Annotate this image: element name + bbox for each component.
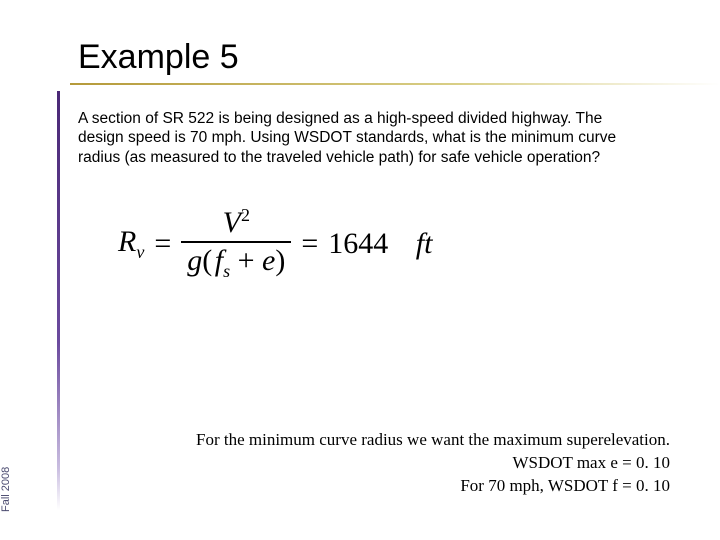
- paren-close: ): [275, 244, 285, 277]
- var-e: e: [262, 244, 275, 277]
- numerator: V2: [217, 205, 256, 241]
- course-term: Fall 2008: [0, 467, 12, 512]
- sup-2: 2: [241, 205, 250, 225]
- slide-title: Example 5: [78, 38, 670, 77]
- conclusion-block: For the minimum curve radius we want the…: [120, 429, 670, 498]
- formula: Rv = V2 g( fs + e) = 1644 ft: [118, 205, 670, 282]
- fraction: V2 g( fs + e): [181, 205, 291, 282]
- course-label: CEE 320 Fall 2008: [0, 467, 12, 512]
- sub-s: s: [223, 261, 230, 281]
- problem-statement: A section of SR 522 is being designed as…: [78, 109, 670, 167]
- paren-open: (: [202, 244, 212, 277]
- sub-v: v: [136, 242, 144, 262]
- result-value: 1644: [328, 227, 388, 261]
- result-unit: ft: [416, 227, 433, 261]
- formula-lhs: Rv: [118, 225, 144, 263]
- equals-2: =: [301, 227, 318, 261]
- var-g: g: [187, 244, 202, 277]
- slide: Example 5 A section of SR 522 is being d…: [0, 0, 720, 540]
- var-R: R: [118, 225, 136, 258]
- conclusion-line-1: For the minimum curve radius we want the…: [120, 429, 670, 452]
- left-accent-bar: [57, 91, 60, 510]
- equals-1: =: [154, 227, 171, 261]
- title-underline: [70, 83, 720, 85]
- conclusion-line-2: WSDOT max e = 0. 10: [120, 452, 670, 475]
- conclusion-line-3: For 70 mph, WSDOT f = 0. 10: [120, 475, 670, 498]
- var-f: f: [215, 244, 223, 277]
- plus: +: [238, 244, 255, 277]
- denominator: g( fs + e): [181, 243, 291, 283]
- var-V: V: [223, 206, 241, 239]
